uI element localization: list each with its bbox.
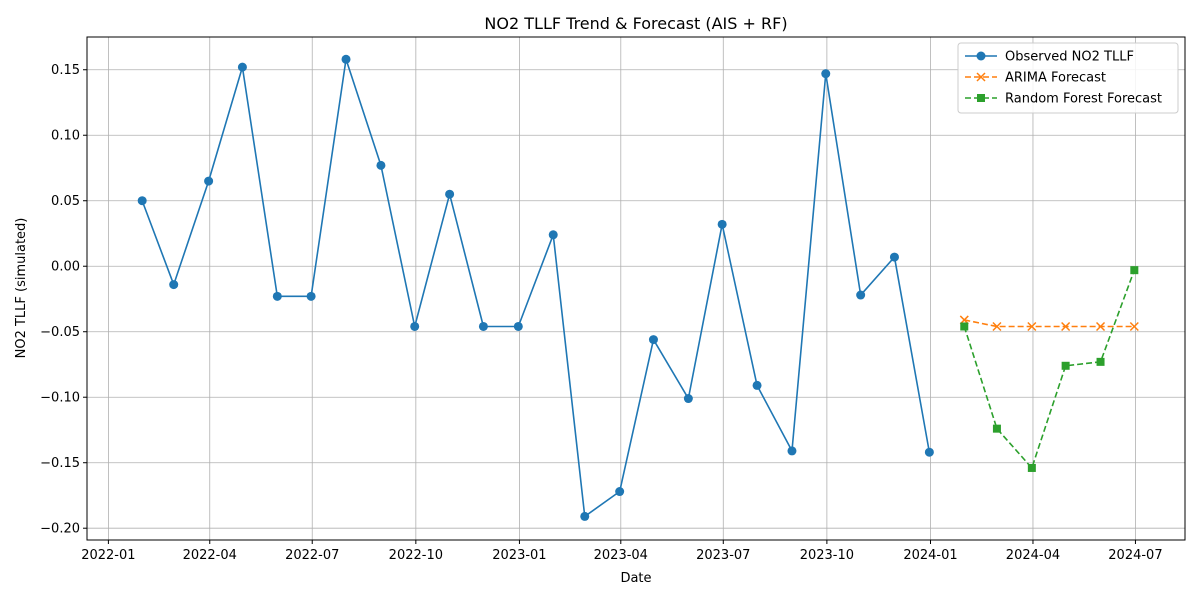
data-point bbox=[341, 54, 351, 64]
data-point bbox=[272, 291, 282, 301]
grid-lines bbox=[87, 37, 1185, 540]
data-point bbox=[137, 196, 147, 206]
series-observed-no2-tllf bbox=[137, 54, 934, 521]
x-tick-label: 2024-07 bbox=[1108, 548, 1162, 563]
data-point bbox=[204, 176, 214, 186]
legend-entry: ARIMA Forecast bbox=[965, 71, 1106, 86]
y-tick-label: −0.05 bbox=[40, 325, 80, 340]
y-tick-label: −0.20 bbox=[40, 522, 80, 537]
chart-title: NO2 TLLF Trend & Forecast (AIS + RF) bbox=[484, 14, 787, 33]
legend-entry: Observed NO2 TLLF bbox=[965, 50, 1134, 65]
x-tick-label: 2022-07 bbox=[285, 548, 339, 563]
legend-box bbox=[957, 42, 1179, 114]
data-point bbox=[960, 322, 969, 331]
data-point bbox=[1061, 361, 1070, 370]
data-point bbox=[410, 321, 420, 331]
data-point bbox=[648, 335, 658, 345]
data-point bbox=[992, 321, 1002, 332]
data-point bbox=[821, 69, 831, 79]
data-point bbox=[752, 380, 762, 390]
x-tick-label: 2023-10 bbox=[800, 548, 854, 563]
legend: Observed NO2 TLLF ARIMA Forecast Random Fo… bbox=[957, 42, 1179, 114]
data-point bbox=[1096, 321, 1106, 332]
series-line bbox=[141, 58, 931, 518]
data-point bbox=[787, 446, 797, 456]
legend-entry: Random Forest Forecast bbox=[965, 92, 1162, 107]
data-point bbox=[992, 424, 1001, 433]
data-point bbox=[924, 447, 934, 457]
legend-label: Observed NO2 TLLF bbox=[1005, 50, 1134, 65]
x-tick-label: 2022-10 bbox=[389, 548, 443, 563]
y-tick-label: −0.15 bbox=[40, 456, 80, 471]
data-point bbox=[1129, 321, 1139, 332]
legend-label: ARIMA Forecast bbox=[1005, 71, 1106, 86]
data-point bbox=[1096, 357, 1105, 366]
x-tick-label: 2023-07 bbox=[696, 548, 750, 563]
x-tick-label: 2024-01 bbox=[903, 548, 957, 563]
plot-frame bbox=[86, 36, 1186, 541]
data-point bbox=[237, 62, 247, 72]
series-random-forest-forecast bbox=[960, 266, 1139, 472]
y-tick-label: −0.10 bbox=[40, 391, 80, 406]
data-point bbox=[856, 290, 866, 300]
x-tick-label: 2023-01 bbox=[492, 548, 546, 563]
axis-ticks: 2022-01 2022-04 2022-07 2022-10 2023-01 2023-… bbox=[40, 63, 1162, 563]
y-axis-label: NO2 TLLF (simulated) bbox=[14, 218, 29, 359]
data-point bbox=[548, 230, 558, 240]
legend-marker bbox=[976, 72, 986, 82]
y-tick-label: 0.00 bbox=[51, 260, 80, 275]
x-tick-label: 2022-01 bbox=[81, 548, 135, 563]
data-point bbox=[478, 321, 488, 331]
data-point bbox=[580, 511, 590, 521]
data-point bbox=[1027, 463, 1036, 472]
legend-marker bbox=[977, 94, 985, 102]
legend-label: Random Forest Forecast bbox=[1005, 92, 1162, 107]
legend-entries: Observed NO2 TLLF ARIMA Forecast Random Fo… bbox=[965, 50, 1162, 107]
series-layer bbox=[137, 54, 1139, 521]
data-point bbox=[615, 487, 625, 497]
series-line bbox=[963, 269, 1136, 469]
data-point bbox=[513, 321, 523, 331]
data-point bbox=[1027, 321, 1037, 332]
y-tick-label: 0.10 bbox=[51, 129, 80, 144]
x-axis-label: Date bbox=[620, 571, 651, 586]
data-point bbox=[376, 160, 386, 170]
x-tick-label: 2024-04 bbox=[1006, 548, 1060, 563]
y-tick-label: 0.05 bbox=[51, 194, 80, 209]
data-point bbox=[169, 280, 179, 290]
legend-marker bbox=[976, 51, 986, 61]
data-point bbox=[445, 189, 455, 199]
data-point bbox=[1061, 321, 1071, 332]
x-tick-label: 2022-04 bbox=[183, 548, 237, 563]
data-point bbox=[306, 291, 316, 301]
data-point bbox=[889, 252, 899, 262]
series-line bbox=[964, 319, 1135, 328]
data-point bbox=[683, 394, 693, 404]
data-point bbox=[1130, 266, 1139, 275]
y-tick-label: 0.15 bbox=[51, 63, 80, 78]
data-point bbox=[717, 219, 727, 229]
x-tick-label: 2023-04 bbox=[594, 548, 648, 563]
